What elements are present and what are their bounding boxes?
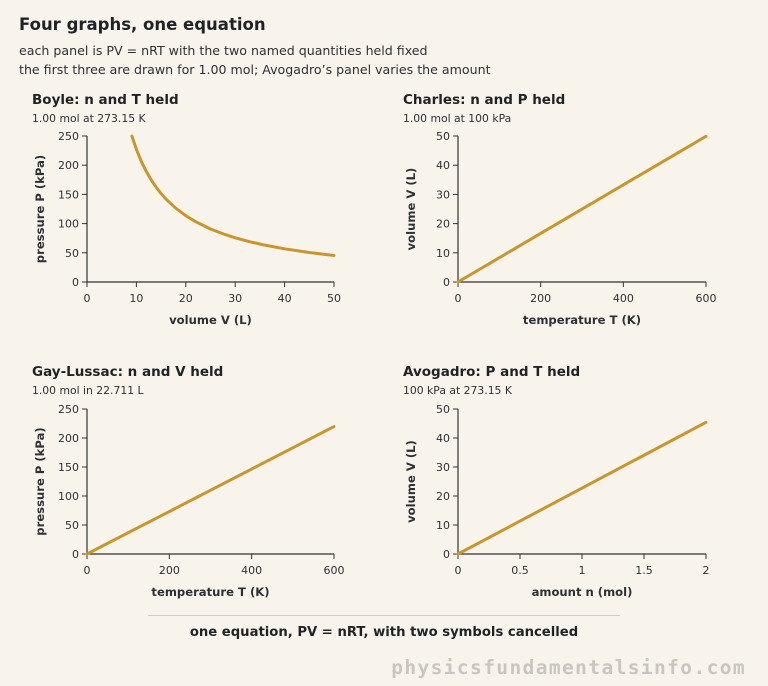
- y-tick-label: 30: [436, 188, 450, 201]
- x-tick-label: 0.5: [511, 564, 529, 577]
- y-axis-label: pressure P (kPa): [33, 427, 47, 535]
- y-tick-label: 50: [65, 519, 79, 532]
- y-tick-label: 250: [58, 130, 79, 143]
- panel-subtitle: 1.00 mol at 100 kPa: [403, 112, 511, 125]
- x-tick-label: 600: [324, 564, 345, 577]
- y-tick-label: 20: [436, 218, 450, 231]
- x-tick-label: 10: [129, 292, 143, 305]
- x-tick-label: 40: [278, 292, 292, 305]
- y-tick-label: 100: [58, 218, 79, 231]
- y-tick-label: 30: [436, 461, 450, 474]
- data-series-line: [456, 420, 708, 556]
- x-tick-label: 30: [228, 292, 242, 305]
- page-subtitle-2: the first three are drawn for 1.00 mol; …: [19, 62, 491, 77]
- y-tick-label: 0: [72, 548, 79, 561]
- y-tick-label: 50: [436, 130, 450, 143]
- chart-panel-4: Avogadro: P and T held 100 kPa at 273.15 …: [403, 364, 710, 599]
- x-tick-label: 400: [613, 292, 634, 305]
- y-axis-label: pressure P (kPa): [33, 155, 47, 263]
- x-axis-label: volume V (L): [169, 313, 252, 327]
- y-tick-label: 40: [436, 432, 450, 445]
- panel-title: Boyle: n and T held: [32, 92, 179, 108]
- x-axis-label: temperature T (K): [523, 313, 641, 327]
- y-tick-label: 10: [436, 247, 450, 260]
- y-tick-label: 50: [436, 403, 450, 416]
- x-tick-label: 0: [455, 564, 462, 577]
- y-tick-label: 0: [443, 276, 450, 289]
- x-tick-label: 50: [327, 292, 341, 305]
- y-tick-label: 0: [72, 276, 79, 289]
- y-tick-label: 150: [58, 461, 79, 474]
- y-tick-label: 20: [436, 490, 450, 503]
- page-subtitle-1: each panel is PV = nRT with the two name…: [19, 43, 428, 58]
- x-tick-label: 0: [455, 292, 462, 305]
- chart-panel-3: Gay-Lussac: n and V held 1.00 mol in 22.7…: [32, 364, 345, 599]
- chart-panel-2: Charles: n and P held 1.00 mol at 100 kPa…: [403, 92, 717, 327]
- y-tick-label: 150: [58, 188, 79, 201]
- x-tick-label: 1.5: [635, 564, 653, 577]
- data-series-line: [130, 134, 336, 257]
- panel-title: Avogadro: P and T held: [403, 364, 580, 380]
- x-tick-label: 200: [159, 564, 180, 577]
- y-tick-label: 100: [58, 490, 79, 503]
- page-title: Four graphs, one equation: [19, 15, 266, 34]
- x-tick-label: 0: [84, 292, 91, 305]
- panel-subtitle: 100 kPa at 273.15 K: [403, 384, 513, 397]
- x-tick-label: 0: [84, 564, 91, 577]
- y-tick-label: 200: [58, 432, 79, 445]
- x-tick-label: 20: [179, 292, 193, 305]
- y-tick-label: 50: [65, 247, 79, 260]
- x-tick-label: 200: [530, 292, 551, 305]
- x-axis-label: amount n (mol): [532, 585, 633, 599]
- footer-divider: [148, 615, 620, 616]
- y-axis-label: volume V (L): [404, 440, 418, 523]
- y-axis-label: volume V (L): [404, 168, 418, 251]
- watermark: physicsfundamentalsinfo.com: [391, 656, 746, 679]
- y-tick-label: 40: [436, 159, 450, 172]
- data-series-line: [456, 134, 708, 284]
- x-tick-label: 2: [703, 564, 710, 577]
- panel-subtitle: 1.00 mol at 273.15 K: [32, 112, 147, 125]
- x-tick-label: 1: [579, 564, 586, 577]
- data-series-line: [85, 425, 336, 556]
- panel-title: Gay-Lussac: n and V held: [32, 364, 223, 380]
- panel-subtitle: 1.00 mol in 22.711 L: [32, 384, 144, 397]
- x-axis-label: temperature T (K): [151, 585, 269, 599]
- footer-caption: one equation, PV = nRT, with two symbols…: [189, 625, 579, 640]
- chart-panel-1: Boyle: n and T held 1.00 mol at 273.15 K 0…: [32, 92, 341, 327]
- y-tick-label: 200: [58, 159, 79, 172]
- x-tick-label: 400: [241, 564, 262, 577]
- y-tick-label: 0: [443, 548, 450, 561]
- panel-title: Charles: n and P held: [403, 92, 565, 108]
- x-tick-label: 600: [696, 292, 717, 305]
- y-tick-label: 10: [436, 519, 450, 532]
- y-tick-label: 250: [58, 403, 79, 416]
